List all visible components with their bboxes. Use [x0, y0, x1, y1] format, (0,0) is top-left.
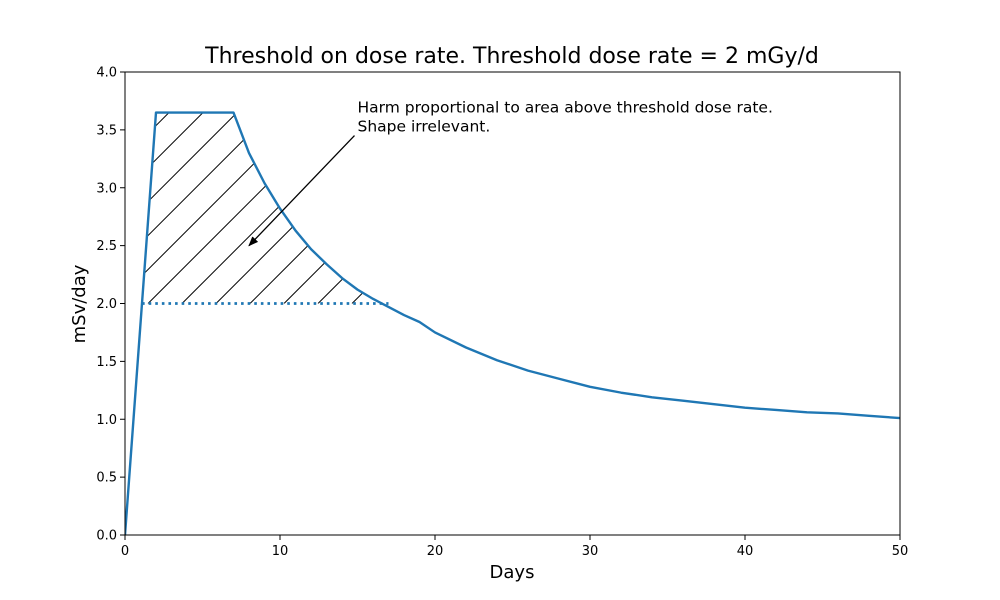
- y-tick-label: 0.0: [96, 529, 117, 544]
- annotation-text-line: Harm proportional to area above threshol…: [358, 99, 773, 117]
- y-axis-ticks: 0.0 0.5 1.0 1.5 2.0 2.5 3.0 3.5 4.0: [96, 66, 125, 544]
- x-tick-label: 30: [582, 544, 599, 559]
- y-tick-label: 3.0: [96, 181, 117, 196]
- hatch-line: [556, 95, 764, 303]
- x-axis-ticks: 0 10 20 30 40 50: [121, 535, 908, 559]
- x-tick-label: 20: [427, 544, 444, 559]
- hatch-line: [142, 112, 187, 304]
- x-tick-label: 40: [737, 544, 754, 559]
- y-tick-label: 0.5: [96, 471, 117, 486]
- y-tick-label: 1.5: [96, 355, 117, 370]
- dose-rate-line: [125, 111, 900, 535]
- y-tick-label: 2.0: [96, 297, 117, 312]
- y-tick-label: 4.0: [96, 66, 117, 81]
- hatch-line: [147, 112, 357, 304]
- series-group: [125, 111, 900, 535]
- hatch-line: [522, 95, 730, 303]
- hatch-line: [488, 95, 696, 303]
- x-tick-label: 10: [272, 544, 289, 559]
- y-tick-label: 2.5: [96, 239, 117, 254]
- hatch-line: [142, 112, 221, 304]
- y-tick-label: 3.5: [96, 123, 117, 138]
- annotation-arrow: [248, 135, 355, 247]
- annotation-text-line: Shape irrelevant.: [358, 118, 491, 136]
- hatch-line: [658, 95, 866, 303]
- y-tick-label: 1.0: [96, 413, 117, 428]
- chart-title: Threshold on dose rate. Threshold dose r…: [204, 44, 819, 69]
- hatch-line: [590, 95, 798, 303]
- y-axis-label: mSv/day: [69, 264, 90, 343]
- x-axis-label: Days: [490, 562, 535, 583]
- x-tick-label: 0: [121, 544, 129, 559]
- hatch-line: [0, 95, 50, 303]
- hatch-line: [624, 95, 832, 303]
- annotation: Harm proportional to area above threshol…: [248, 99, 773, 247]
- x-tick-label: 50: [892, 544, 909, 559]
